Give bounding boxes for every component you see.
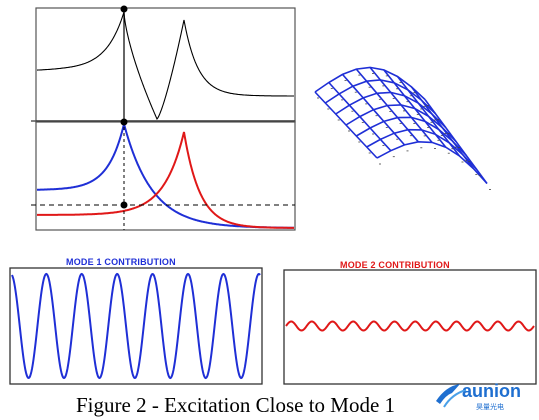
- mode1-time-wave: [11, 272, 261, 380]
- frf-total-curve: [37, 11, 294, 121]
- excitation-marker-top: [120, 5, 128, 13]
- mode2-frf-curve: [37, 131, 294, 229]
- mesh-line: [383, 69, 447, 148]
- mesh-line: [314, 66, 426, 101]
- mesh-line: [424, 99, 488, 184]
- mesh-line: [328, 81, 392, 152]
- mode2-contribution-panel: [283, 269, 537, 385]
- mode1-title: MODE 1 CONTRIBUTION: [66, 257, 176, 267]
- mesh-line: [314, 91, 378, 159]
- figure-caption: Figure 2 - Excitation Close to Mode 1: [76, 393, 396, 417]
- mesh-line: [410, 86, 474, 169]
- excitation-marker-mid: [120, 118, 128, 126]
- frf-magnitude-panel: [31, 5, 296, 123]
- mesh-line: [355, 68, 419, 143]
- excitation-marker-low: [120, 201, 128, 209]
- mode-shape-mesh: [314, 66, 488, 185]
- mesh-undeformed-markers: [317, 73, 491, 190]
- mesh-line: [341, 73, 406, 146]
- mode1-frf-curve: [37, 120, 294, 229]
- modal-magnitude-panel: [31, 118, 296, 231]
- mesh-line: [369, 66, 433, 143]
- mesh-line: [396, 76, 461, 157]
- logo-subtext: 昊量光电: [476, 403, 504, 411]
- mode1-contribution-panel: [9, 267, 263, 385]
- logo-text: aunion: [462, 381, 521, 401]
- logo-mark: [436, 384, 467, 408]
- mode2-title: MODE 2 CONTRIBUTION: [340, 260, 450, 270]
- mode2-time-wave: [285, 320, 535, 332]
